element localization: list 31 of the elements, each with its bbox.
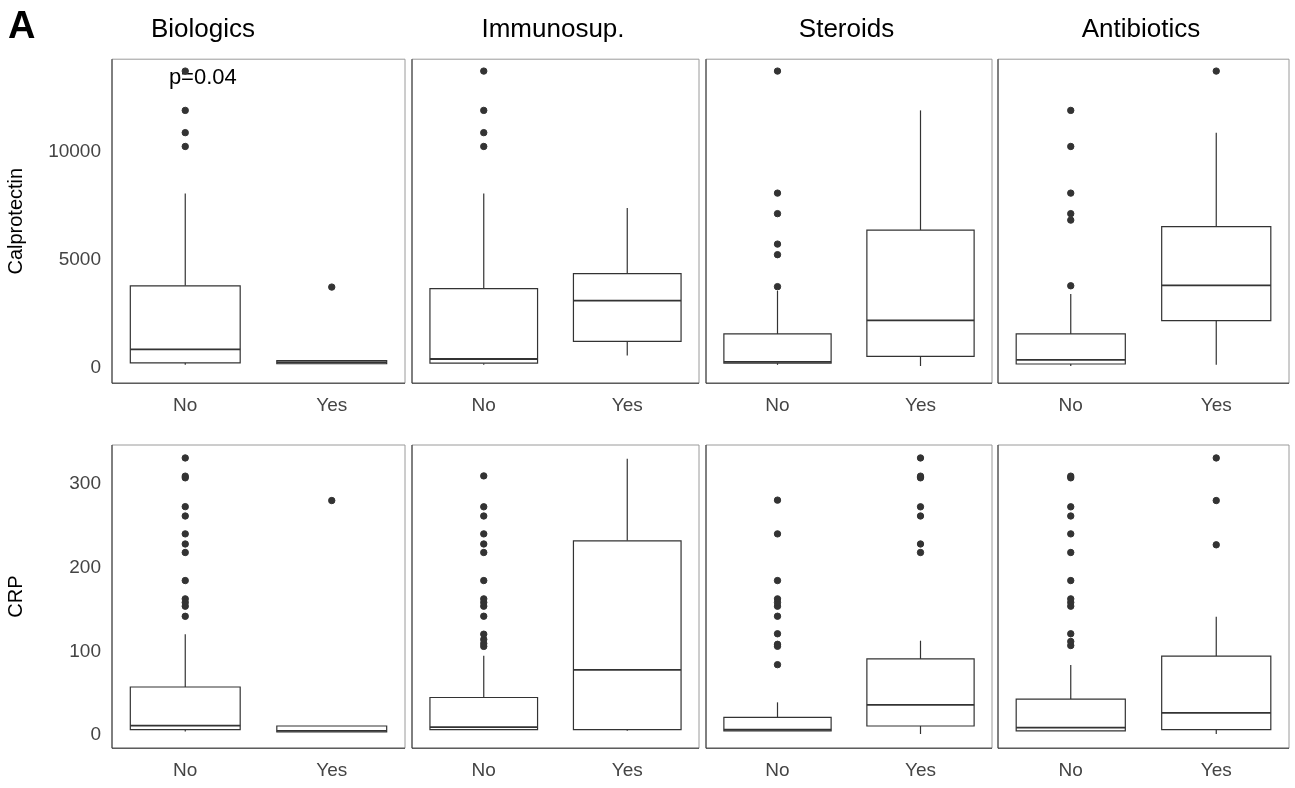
x-tick-label: No: [1058, 758, 1083, 780]
chart-title: Antibiotics: [1081, 12, 1201, 43]
x-tick-label: No: [765, 758, 790, 780]
x-tick-label: Yes: [905, 393, 936, 415]
x-tick-label: No: [1058, 393, 1083, 415]
x-tick-label: No: [173, 758, 198, 780]
x-tick-label: Yes: [611, 393, 643, 415]
chart-title: Steroids: [798, 12, 895, 43]
y-tick-label: 300: [69, 472, 101, 494]
x-tick-label: Yes: [611, 758, 643, 780]
x-tick-label: Yes: [316, 393, 348, 415]
y-tick-label: 200: [69, 556, 101, 578]
x-tick-label: Yes: [1200, 758, 1232, 780]
x-tick-label: Yes: [316, 758, 348, 780]
x-tick-label: No: [765, 393, 790, 415]
x-tick-label: No: [471, 393, 496, 415]
y-tick-label: 10000: [48, 140, 101, 162]
chart-title: Biologics: [150, 12, 256, 43]
x-tick-label: No: [471, 758, 496, 780]
y-tick-label: 0: [90, 356, 101, 378]
text: A: [8, 4, 36, 47]
x-tick-label: Yes: [905, 758, 936, 780]
y-axis-title: Calprotectin: [3, 167, 26, 275]
chart-title: Immunosup.: [481, 12, 625, 43]
x-tick-label: Yes: [1200, 393, 1232, 415]
y-axis-title: CRP: [3, 575, 26, 618]
x-tick-label: No: [173, 393, 198, 415]
y-tick-label: 5000: [58, 248, 101, 270]
annotation: p=0.04: [168, 64, 237, 90]
y-tick-label: 100: [69, 639, 101, 661]
y-tick-label: 0: [90, 723, 101, 745]
